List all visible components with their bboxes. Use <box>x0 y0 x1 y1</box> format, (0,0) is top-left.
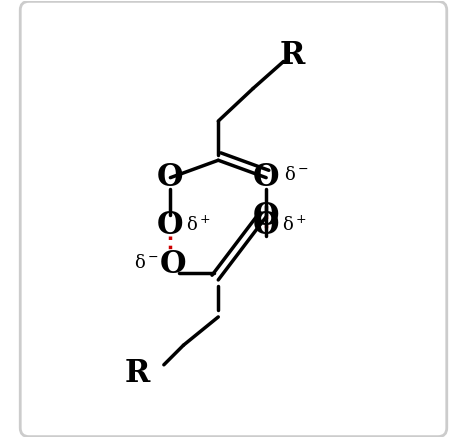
Text: O: O <box>253 201 279 232</box>
FancyBboxPatch shape <box>20 1 447 437</box>
Text: O: O <box>157 210 184 241</box>
Text: R: R <box>125 358 150 389</box>
Text: O: O <box>253 162 279 193</box>
Text: O: O <box>157 162 184 193</box>
Text: δ$^-$: δ$^-$ <box>284 166 309 184</box>
Text: δ$^+$: δ$^+$ <box>282 216 307 235</box>
Text: O: O <box>253 210 279 241</box>
Text: δ$^+$: δ$^+$ <box>186 216 211 235</box>
Text: δ$^-$: δ$^-$ <box>134 254 159 272</box>
Text: O: O <box>159 249 186 280</box>
Text: R: R <box>280 40 305 71</box>
